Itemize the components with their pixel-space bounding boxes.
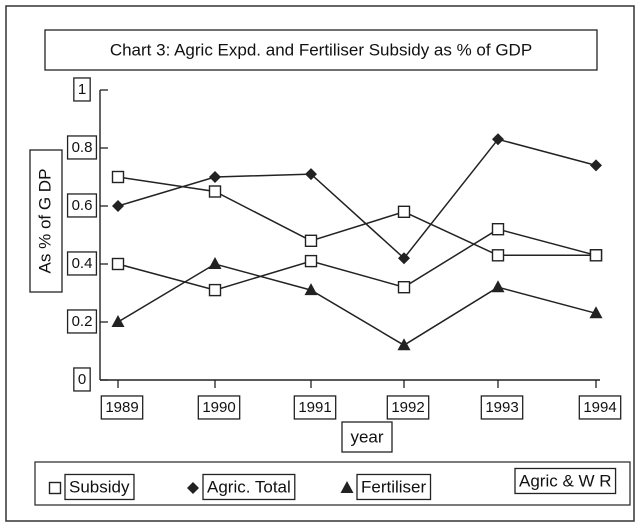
data-point: [209, 171, 221, 183]
data-point: [304, 283, 318, 296]
legend-label-box: [64, 473, 135, 501]
x-tick-label-box: [100, 395, 144, 420]
chart-title: Chart 3: Agric Expd. and Fertiliser Subs…: [110, 40, 532, 59]
x-tick-label: 1994: [583, 399, 616, 416]
y-tick-label-box: [66, 135, 98, 160]
data-point: [589, 249, 603, 262]
y-label-box: [29, 149, 63, 293]
data-point: [491, 249, 505, 262]
y-tick-label: 0.4: [72, 255, 93, 272]
y-tick-label: 0: [78, 371, 86, 388]
legend-marker: [340, 481, 354, 493]
data-point: [111, 170, 125, 184]
data-point: [590, 159, 602, 172]
legend-label-box: [514, 467, 617, 495]
data-point: [589, 306, 603, 319]
data-point: [305, 168, 317, 181]
data-point: [111, 315, 125, 327]
y-tick-label-box: [66, 309, 98, 334]
data-point: [112, 200, 124, 212]
data-point: [397, 281, 411, 294]
chart-frame: [5, 5, 635, 522]
y-tick-label-box: [73, 367, 91, 392]
y-tick-label-box: [73, 77, 91, 102]
series-line: [117, 263, 597, 347]
y-tick-label: 0.6: [72, 197, 93, 214]
legend-label: Subsidy: [69, 477, 130, 496]
y-tick-label: 0.2: [72, 313, 93, 330]
legend-marker: [187, 482, 199, 494]
data-point: [208, 185, 222, 198]
y-tick-label-box: [66, 251, 98, 276]
data-point: [492, 133, 504, 146]
data-point: [397, 338, 411, 351]
data-point: [304, 254, 318, 268]
x-label-box: [341, 421, 393, 453]
y-tick-label: 1: [78, 81, 86, 98]
data-point: [208, 257, 222, 269]
legend-box: [34, 461, 631, 506]
data-point: [208, 283, 222, 297]
y-tick-label-box: [66, 193, 98, 218]
legend-label-box: [356, 473, 432, 501]
series-line: [117, 228, 597, 291]
y-tick-label: 0.8: [72, 139, 93, 156]
series-line: [117, 138, 597, 260]
x-tick-label: 1992: [391, 399, 424, 416]
x-tick-label-box: [480, 395, 524, 420]
y-axis-label: As % of G DP: [35, 169, 54, 274]
x-tick-label: 1991: [298, 399, 331, 416]
x-tick-label-box: [197, 395, 241, 420]
data-point: [398, 252, 410, 265]
x-tick-label-box: [293, 395, 337, 420]
legend-marker: [48, 481, 62, 495]
legend-label-box: [202, 473, 296, 501]
x-tick-label-box: [386, 395, 430, 420]
x-tick-label: 1990: [202, 399, 235, 416]
legend-label: Agric. Total: [207, 477, 291, 496]
data-point: [491, 222, 505, 236]
series-line: [117, 176, 596, 257]
title-box: [44, 29, 598, 71]
data-point: [111, 257, 125, 271]
data-point: [491, 280, 505, 293]
x-tick-label-box: [578, 395, 622, 420]
data-point: [397, 205, 411, 219]
data-point: [304, 234, 318, 248]
legend-label: Fertiliser: [361, 477, 427, 496]
x-tick-label: 1993: [485, 399, 518, 416]
legend-label: Agric & W R: [519, 471, 612, 490]
x-axis-label: year: [350, 427, 383, 446]
x-tick-label: 1989: [105, 399, 138, 416]
